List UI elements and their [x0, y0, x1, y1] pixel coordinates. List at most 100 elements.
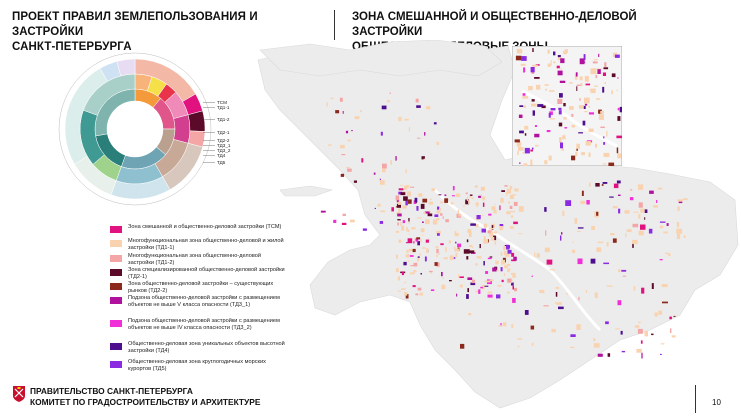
zone-parcel [576, 148, 578, 151]
zone-parcel [455, 252, 458, 258]
zone-parcel [500, 267, 503, 272]
zone-parcel [606, 285, 613, 287]
zone-parcel [500, 251, 503, 256]
zone-parcel [404, 281, 406, 284]
title-right-line1: ЗОНА СМЕШАННОЙ И ОБЩЕСТВЕННО-ДЕЛОВОЙ ЗАС… [352, 11, 637, 38]
zone-parcel [619, 106, 622, 113]
zone-parcel [480, 186, 485, 191]
zone-parcel [386, 100, 391, 103]
zone-parcel [470, 223, 476, 226]
zone-parcel [501, 259, 505, 265]
zone-parcel [522, 96, 529, 99]
zone-parcel [379, 180, 385, 185]
zone-parcel [479, 244, 481, 249]
zone-parcel [662, 301, 668, 304]
zone-parcel [668, 253, 671, 257]
zone-parcel [554, 301, 556, 304]
zone-parcel [379, 178, 381, 181]
zone-parcel [519, 130, 524, 134]
zone-parcel [515, 55, 522, 61]
zone-parcel [576, 324, 581, 330]
zone-parcel [602, 72, 606, 76]
zone-parcel [513, 221, 518, 225]
zone-parcel [536, 253, 540, 258]
zone-parcel [557, 70, 563, 76]
zone-parcel [437, 233, 440, 236]
zone-parcel [638, 213, 641, 219]
zone-parcel [468, 313, 472, 316]
footer-divider [695, 385, 696, 413]
zone-parcel [656, 200, 658, 203]
zone-parcel [530, 325, 535, 330]
zone-parcel [487, 294, 493, 298]
zone-parcel [335, 110, 340, 114]
zone-parcel [551, 328, 556, 333]
zone-parcel [505, 253, 510, 257]
zone-parcel [346, 167, 350, 169]
zone-parcel [637, 328, 643, 334]
zone-parcel [618, 194, 621, 196]
zone-parcel [518, 233, 523, 235]
zone-parcel [496, 270, 499, 272]
zone-parcel [561, 232, 563, 235]
zone-parcel [572, 249, 576, 253]
zone-parcel [414, 238, 417, 241]
zone-parcel [544, 160, 548, 165]
zone-parcel [412, 285, 416, 288]
zone-parcel [389, 92, 391, 94]
legend-swatch [110, 343, 122, 350]
zone-parcel [549, 90, 555, 92]
zone-parcel [377, 203, 381, 207]
zone-parcel [611, 73, 616, 78]
zone-parcel [534, 133, 540, 138]
zone-parcel [330, 97, 334, 100]
zone-parcel [421, 156, 425, 160]
zone-parcel [512, 285, 514, 290]
zone-parcel [489, 256, 493, 258]
zone-parcel [408, 218, 410, 222]
zone-parcel [641, 287, 645, 294]
zone-parcel [616, 147, 619, 154]
zone-parcel [428, 238, 430, 242]
zone-parcel [395, 230, 400, 233]
zone-parcel [494, 203, 496, 205]
zone-parcel [381, 105, 387, 110]
zone-parcel [653, 205, 659, 208]
zone-parcel [670, 328, 672, 333]
zone-parcel [559, 93, 563, 98]
zone-parcel [536, 84, 541, 90]
zone-parcel [597, 241, 604, 244]
zone-parcel [415, 98, 419, 103]
legend-swatch [110, 226, 122, 233]
zone-parcel [600, 111, 604, 114]
zone-parcel [382, 163, 387, 169]
zone-parcel [454, 231, 457, 236]
zone-parcel [423, 158, 426, 160]
zone-parcel [657, 187, 663, 190]
zone-parcel [430, 272, 432, 274]
zone-parcel [412, 248, 416, 253]
zone-parcel [585, 83, 591, 86]
zone-parcel [416, 217, 422, 219]
zone-parcel [561, 148, 564, 151]
zone-parcel [577, 258, 583, 265]
zone-parcel [410, 255, 414, 257]
zone-parcel [326, 102, 328, 107]
zone-parcel [397, 213, 402, 217]
page-number: 10 [712, 398, 721, 407]
zone-parcel [534, 125, 537, 127]
zone-parcel [420, 273, 422, 275]
legend-swatch [110, 240, 122, 247]
zone-parcel [571, 124, 576, 128]
zone-parcel [469, 194, 473, 196]
zone-parcel [603, 142, 606, 145]
zone-parcel [468, 200, 471, 204]
zone-parcel [596, 68, 602, 70]
zone-parcel [563, 117, 567, 120]
zone-parcel [598, 114, 604, 120]
zone-parcel [405, 200, 408, 206]
zone-parcel [585, 290, 587, 293]
zone-parcel [436, 218, 440, 221]
legend-label: Общественно-деловая зона уникальных объе… [128, 341, 285, 354]
zone-parcel [397, 219, 401, 221]
